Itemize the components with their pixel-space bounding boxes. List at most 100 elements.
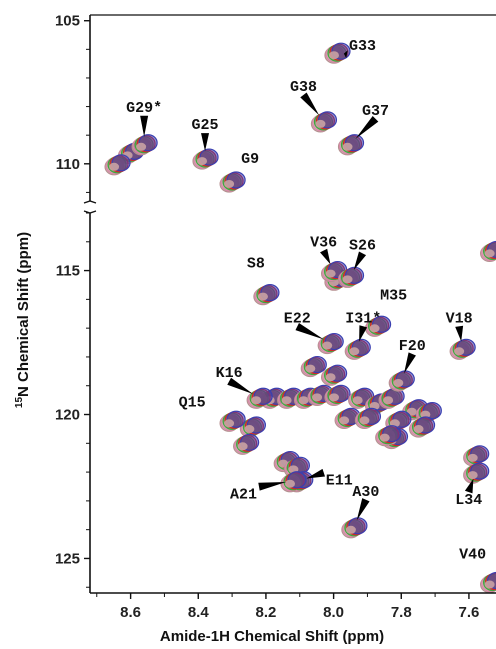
peak-label: V36 xyxy=(310,235,337,252)
peak-core xyxy=(352,396,363,405)
peak-core xyxy=(484,580,495,589)
peak-core xyxy=(393,378,404,387)
peak-core xyxy=(328,51,339,60)
peak-core xyxy=(339,416,350,425)
peak-core xyxy=(136,142,147,151)
peak-unlabeled xyxy=(233,433,260,455)
peak-core xyxy=(298,396,309,405)
label-pointer xyxy=(353,251,367,271)
peak-unlabeled xyxy=(463,445,490,467)
peak-unlabeled xyxy=(239,416,266,438)
peak-core xyxy=(342,142,353,151)
peak xyxy=(246,387,273,409)
peak-label: I31* xyxy=(345,310,381,327)
y-axis-title: 15N Chemical Shift (ppm) xyxy=(14,232,32,408)
peak-core xyxy=(224,179,235,188)
peak-label: M35 xyxy=(380,287,407,304)
x-tick-label: 8.2 xyxy=(256,604,277,621)
peak-core xyxy=(285,479,295,488)
peak xyxy=(337,134,365,156)
label-pointer xyxy=(359,325,368,342)
peak-core xyxy=(305,364,316,373)
peak-core xyxy=(224,419,235,428)
label-pointer xyxy=(306,468,326,479)
label-pointer xyxy=(455,325,464,342)
peak-core xyxy=(251,396,262,405)
peak-labels-layer: G33 G38 G37 G29* G25 G9 V36 S26 S8 M35 I31* E22 V18 F… xyxy=(126,38,486,563)
peak-core xyxy=(484,249,495,258)
peak-label: Q15 xyxy=(179,394,206,411)
peak-label: S8 xyxy=(247,256,265,273)
x-tick-label: 8.4 xyxy=(188,604,210,621)
peak xyxy=(344,338,371,360)
peak-core xyxy=(325,373,336,382)
peak-core xyxy=(244,425,255,434)
peak xyxy=(480,571,496,593)
peak-label: L34 xyxy=(455,492,482,509)
label-pointer xyxy=(356,498,370,521)
peak-core xyxy=(359,416,370,425)
peak-label: V40 xyxy=(459,546,486,563)
peak-unlabeled xyxy=(321,364,348,386)
x-tick-label: 7.6 xyxy=(459,604,480,621)
x-tick-label: 8.0 xyxy=(323,604,344,621)
label-pointer xyxy=(403,352,416,374)
peak-core xyxy=(349,347,360,356)
peak-label: E22 xyxy=(284,311,311,328)
peak-label: G38 xyxy=(290,79,317,96)
peak xyxy=(341,517,368,539)
peak-unlabeled xyxy=(408,416,436,438)
peak-label: G25 xyxy=(192,117,219,134)
label-pointer xyxy=(295,322,324,340)
peak-label: G9 xyxy=(241,151,259,168)
peak xyxy=(317,332,344,355)
y-axis-title-superscript: 15 xyxy=(14,397,25,409)
label-pointer xyxy=(140,115,149,137)
label-pointer xyxy=(258,481,287,491)
peak-label: S26 xyxy=(349,237,376,254)
x-tick-label: 8.6 xyxy=(120,604,141,621)
peak-unlabeled xyxy=(324,384,351,406)
peak xyxy=(192,148,219,170)
peak-core xyxy=(312,393,323,402)
peak-core xyxy=(237,442,248,451)
peak xyxy=(449,338,476,360)
x-tick-label: 7.8 xyxy=(391,604,412,621)
peak-label: K16 xyxy=(216,365,243,382)
peak-label: G29* xyxy=(126,100,162,117)
peak xyxy=(219,171,246,193)
label-pointer xyxy=(201,133,210,152)
label-pointer xyxy=(320,248,331,265)
peak-core xyxy=(345,525,356,534)
peak-core xyxy=(420,410,431,419)
label-pointer xyxy=(355,115,379,139)
peak xyxy=(337,266,365,288)
peak-label: A21 xyxy=(230,487,257,504)
peak-core xyxy=(379,433,390,442)
peak-core xyxy=(413,425,424,434)
peak-core xyxy=(328,393,339,402)
peak xyxy=(219,410,246,432)
peak-core xyxy=(281,396,292,405)
peaks-layer xyxy=(104,42,496,593)
peak xyxy=(463,462,490,484)
peak-core xyxy=(369,324,380,333)
peak-unlabeled xyxy=(378,387,405,409)
peak xyxy=(253,284,280,306)
peak-core xyxy=(109,162,120,171)
peak-core xyxy=(257,292,268,301)
peak-label: A30 xyxy=(352,484,379,501)
peak-core xyxy=(406,407,417,416)
peak-label: F20 xyxy=(399,338,426,355)
label-pointer xyxy=(227,377,253,394)
label-pointer xyxy=(343,50,348,59)
axes: 8.6 8.4 8.2 8.0 7.8 7.6 105 110 115 120 125 xyxy=(55,13,479,621)
peak xyxy=(324,42,351,64)
label-pointer xyxy=(464,478,474,494)
peak-core xyxy=(467,453,478,462)
peak-core xyxy=(467,471,478,480)
peak-core xyxy=(383,396,394,405)
label-pointer xyxy=(300,92,320,116)
y-tick-label: 120 xyxy=(55,407,80,424)
